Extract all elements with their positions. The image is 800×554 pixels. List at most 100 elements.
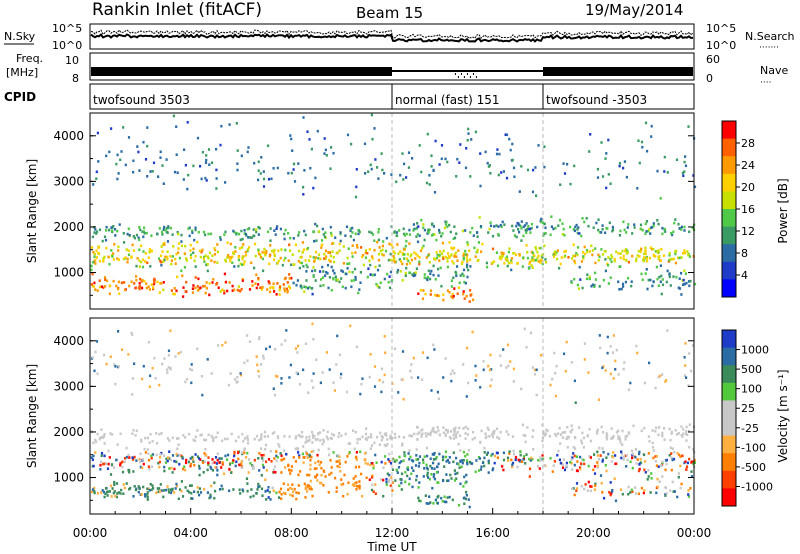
echo-cell	[466, 260, 469, 263]
echo-cell	[184, 486, 187, 489]
echo-cell	[210, 372, 213, 375]
echo-cell	[280, 377, 283, 380]
echo-cell	[652, 247, 655, 251]
echo-cell	[264, 447, 267, 451]
echo-cell	[451, 498, 454, 502]
echo-cell	[208, 163, 211, 166]
echo-cell	[408, 271, 412, 275]
echo-cell	[525, 231, 528, 234]
echo-cell	[588, 275, 591, 279]
echo-cell	[221, 487, 224, 491]
echo-cell	[218, 488, 222, 491]
echo-cell	[451, 292, 454, 296]
echo-cell	[463, 297, 466, 300]
echo-cell	[115, 458, 118, 462]
echo-cell	[497, 173, 500, 177]
echo-cell	[474, 470, 477, 474]
echo-cell	[322, 284, 325, 287]
echo-cell	[300, 286, 303, 290]
echo-cell	[480, 429, 483, 433]
echo-cell	[361, 495, 364, 498]
echo-cell	[273, 457, 276, 460]
echo-cell	[307, 391, 310, 394]
echo-cell	[458, 281, 461, 285]
echo-cell	[682, 278, 685, 282]
echo-cell	[427, 432, 430, 436]
echo-cell	[465, 265, 469, 269]
echo-cell	[634, 455, 637, 459]
echo-cell	[231, 289, 234, 292]
echo-cell	[418, 144, 421, 147]
echo-cell	[435, 431, 438, 434]
echo-cell	[104, 278, 107, 281]
echo-cell	[214, 456, 218, 459]
echo-cell	[246, 227, 249, 231]
echo-cell	[685, 281, 688, 285]
echo-cell	[387, 480, 390, 484]
echo-cell	[644, 249, 647, 252]
echo-cell	[379, 281, 382, 285]
echo-cell	[598, 255, 601, 258]
echo-cell	[634, 492, 638, 495]
echo-cell	[92, 261, 95, 264]
echo-cell	[521, 265, 524, 268]
echo-cell	[561, 431, 564, 434]
echo-cell	[388, 242, 391, 246]
echo-cell	[505, 430, 508, 433]
echo-cell	[563, 430, 567, 434]
echo-cell	[283, 277, 286, 281]
echo-cell	[393, 432, 397, 436]
velocity-scatter	[90, 322, 696, 509]
echo-cell	[486, 161, 489, 165]
echo-cell	[163, 454, 166, 457]
echo-cell	[649, 246, 652, 250]
echo-cell	[389, 286, 392, 290]
echo-cell	[660, 292, 663, 296]
echo-cell	[174, 487, 177, 490]
echo-cell	[418, 481, 421, 484]
echo-cell	[160, 263, 163, 267]
echo-cell	[465, 147, 468, 150]
echo-cell	[285, 287, 288, 291]
echo-cell	[204, 233, 207, 237]
echo-cell	[626, 458, 629, 462]
echo-cell	[96, 432, 99, 436]
echo-cell	[399, 270, 402, 273]
echo-cell	[169, 226, 172, 230]
echo-cell	[224, 454, 227, 458]
echo-cell	[445, 220, 448, 224]
echo-cell	[260, 447, 263, 450]
echo-cell	[93, 231, 96, 234]
colorbar-tick-label: -100	[741, 441, 766, 454]
echo-cell	[446, 429, 449, 432]
echo-cell	[478, 216, 481, 219]
echo-cell	[661, 373, 664, 376]
echo-cell	[597, 218, 600, 221]
echo-cell	[297, 484, 300, 487]
echo-cell	[249, 236, 252, 239]
echo-cell	[456, 430, 459, 434]
echo-cell	[289, 472, 292, 475]
echo-cell	[403, 162, 406, 166]
echo-cell	[412, 229, 415, 232]
echo-cell	[223, 289, 226, 293]
echo-cell	[344, 286, 347, 290]
echo-cell	[330, 146, 333, 149]
nave-dot	[469, 76, 471, 78]
echo-cell	[683, 229, 686, 232]
echo-cell	[579, 278, 582, 281]
echo-cell	[136, 257, 139, 260]
echo-cell	[597, 253, 600, 257]
echo-cell	[201, 150, 204, 154]
echo-cell	[366, 275, 369, 279]
echo-cell	[320, 239, 324, 242]
echo-cell	[191, 287, 194, 290]
echo-cell	[400, 460, 403, 463]
cpid-strip: CPID twofsound 3503 normal (fast) 151 twof…	[4, 83, 695, 110]
echo-cell	[340, 478, 343, 481]
echo-cell	[610, 254, 613, 257]
echo-cell	[417, 458, 420, 461]
echo-cell	[567, 435, 570, 439]
echo-cell	[307, 484, 310, 488]
echo-cell	[345, 272, 348, 276]
